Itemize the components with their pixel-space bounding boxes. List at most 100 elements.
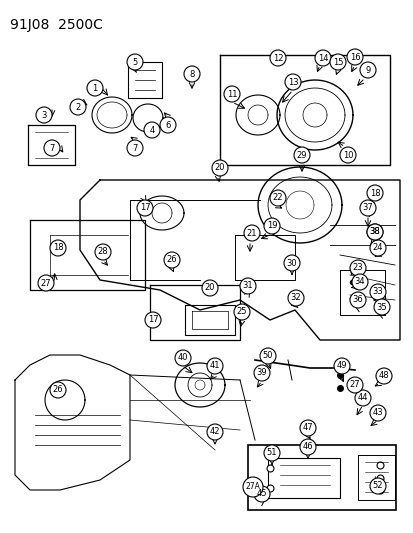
Circle shape bbox=[283, 255, 299, 271]
Text: 1: 1 bbox=[92, 84, 97, 93]
Text: 36: 36 bbox=[352, 295, 363, 304]
Circle shape bbox=[50, 240, 66, 256]
Text: 30: 30 bbox=[286, 259, 297, 268]
Circle shape bbox=[44, 140, 60, 156]
Circle shape bbox=[269, 190, 285, 206]
Circle shape bbox=[263, 218, 279, 234]
Circle shape bbox=[349, 292, 365, 308]
Circle shape bbox=[159, 117, 176, 133]
Text: 35: 35 bbox=[376, 303, 387, 311]
Text: 51: 51 bbox=[266, 448, 277, 457]
Text: 8: 8 bbox=[189, 69, 194, 78]
Text: 27: 27 bbox=[349, 381, 359, 390]
Text: 16: 16 bbox=[349, 52, 359, 61]
Circle shape bbox=[329, 54, 345, 70]
Circle shape bbox=[299, 439, 315, 455]
Text: 47: 47 bbox=[302, 424, 313, 432]
Circle shape bbox=[369, 405, 385, 421]
Text: 26: 26 bbox=[166, 255, 177, 264]
Text: 10: 10 bbox=[342, 150, 352, 159]
Circle shape bbox=[369, 240, 385, 256]
Text: 28: 28 bbox=[97, 247, 108, 256]
Text: 52: 52 bbox=[372, 481, 382, 490]
Text: 5: 5 bbox=[132, 58, 137, 67]
Text: 4: 4 bbox=[149, 125, 154, 134]
Text: 27: 27 bbox=[40, 279, 51, 287]
Text: 39: 39 bbox=[256, 368, 267, 377]
Text: 38: 38 bbox=[369, 228, 380, 237]
Text: 7: 7 bbox=[49, 143, 55, 152]
Circle shape bbox=[50, 382, 66, 398]
Text: 17: 17 bbox=[147, 316, 158, 325]
Circle shape bbox=[284, 74, 300, 90]
Circle shape bbox=[70, 99, 86, 115]
Text: 91J08  2500C: 91J08 2500C bbox=[10, 18, 102, 32]
Circle shape bbox=[95, 244, 111, 260]
Circle shape bbox=[206, 424, 223, 440]
Circle shape bbox=[211, 160, 228, 176]
Text: 11: 11 bbox=[226, 90, 237, 99]
Circle shape bbox=[183, 66, 199, 82]
Text: 43: 43 bbox=[372, 408, 382, 417]
Text: 15: 15 bbox=[332, 58, 342, 67]
Circle shape bbox=[293, 147, 309, 163]
Circle shape bbox=[299, 420, 315, 436]
Circle shape bbox=[145, 312, 161, 328]
Bar bbox=[247, 445, 395, 510]
Text: 12: 12 bbox=[272, 53, 282, 62]
Circle shape bbox=[233, 304, 249, 320]
Text: 37: 37 bbox=[362, 204, 373, 213]
Circle shape bbox=[359, 200, 375, 216]
Text: 45: 45 bbox=[256, 489, 267, 498]
Circle shape bbox=[314, 50, 330, 66]
Circle shape bbox=[38, 275, 54, 291]
Circle shape bbox=[351, 274, 367, 290]
Text: 48: 48 bbox=[378, 372, 388, 381]
Circle shape bbox=[202, 280, 218, 296]
Text: 32: 32 bbox=[290, 294, 301, 303]
Text: 34: 34 bbox=[354, 278, 364, 287]
Circle shape bbox=[269, 50, 285, 66]
Circle shape bbox=[242, 477, 262, 497]
Circle shape bbox=[254, 365, 269, 381]
Text: 17: 17 bbox=[139, 204, 150, 213]
Text: 18: 18 bbox=[369, 189, 380, 198]
Text: 20: 20 bbox=[214, 164, 225, 173]
Text: 27A: 27A bbox=[245, 482, 260, 491]
Circle shape bbox=[243, 225, 259, 241]
Text: 38: 38 bbox=[369, 228, 380, 237]
Circle shape bbox=[175, 350, 190, 366]
Text: 13: 13 bbox=[287, 77, 298, 86]
Circle shape bbox=[373, 299, 389, 315]
Circle shape bbox=[346, 377, 362, 393]
Circle shape bbox=[366, 224, 382, 240]
Circle shape bbox=[346, 49, 362, 65]
Text: 20: 20 bbox=[204, 284, 215, 293]
Circle shape bbox=[369, 478, 385, 494]
Circle shape bbox=[127, 140, 142, 156]
Circle shape bbox=[369, 284, 385, 300]
Circle shape bbox=[223, 86, 240, 102]
Circle shape bbox=[259, 348, 275, 364]
Text: 21: 21 bbox=[246, 229, 256, 238]
Circle shape bbox=[375, 368, 391, 384]
Circle shape bbox=[137, 200, 153, 216]
Text: 44: 44 bbox=[357, 393, 367, 402]
Text: 23: 23 bbox=[352, 263, 363, 272]
Text: 41: 41 bbox=[209, 361, 220, 370]
Circle shape bbox=[349, 260, 365, 276]
Text: 33: 33 bbox=[372, 287, 382, 296]
Text: 14: 14 bbox=[317, 53, 328, 62]
Text: 19: 19 bbox=[266, 222, 277, 230]
Text: 31: 31 bbox=[242, 281, 253, 290]
Text: 42: 42 bbox=[209, 427, 220, 437]
Circle shape bbox=[366, 224, 382, 240]
Circle shape bbox=[359, 62, 375, 78]
Circle shape bbox=[287, 290, 303, 306]
Text: 7: 7 bbox=[132, 143, 138, 152]
Circle shape bbox=[354, 390, 370, 406]
Text: 50: 50 bbox=[262, 351, 273, 360]
Circle shape bbox=[339, 147, 355, 163]
Circle shape bbox=[240, 278, 255, 294]
Text: 25: 25 bbox=[236, 308, 247, 317]
